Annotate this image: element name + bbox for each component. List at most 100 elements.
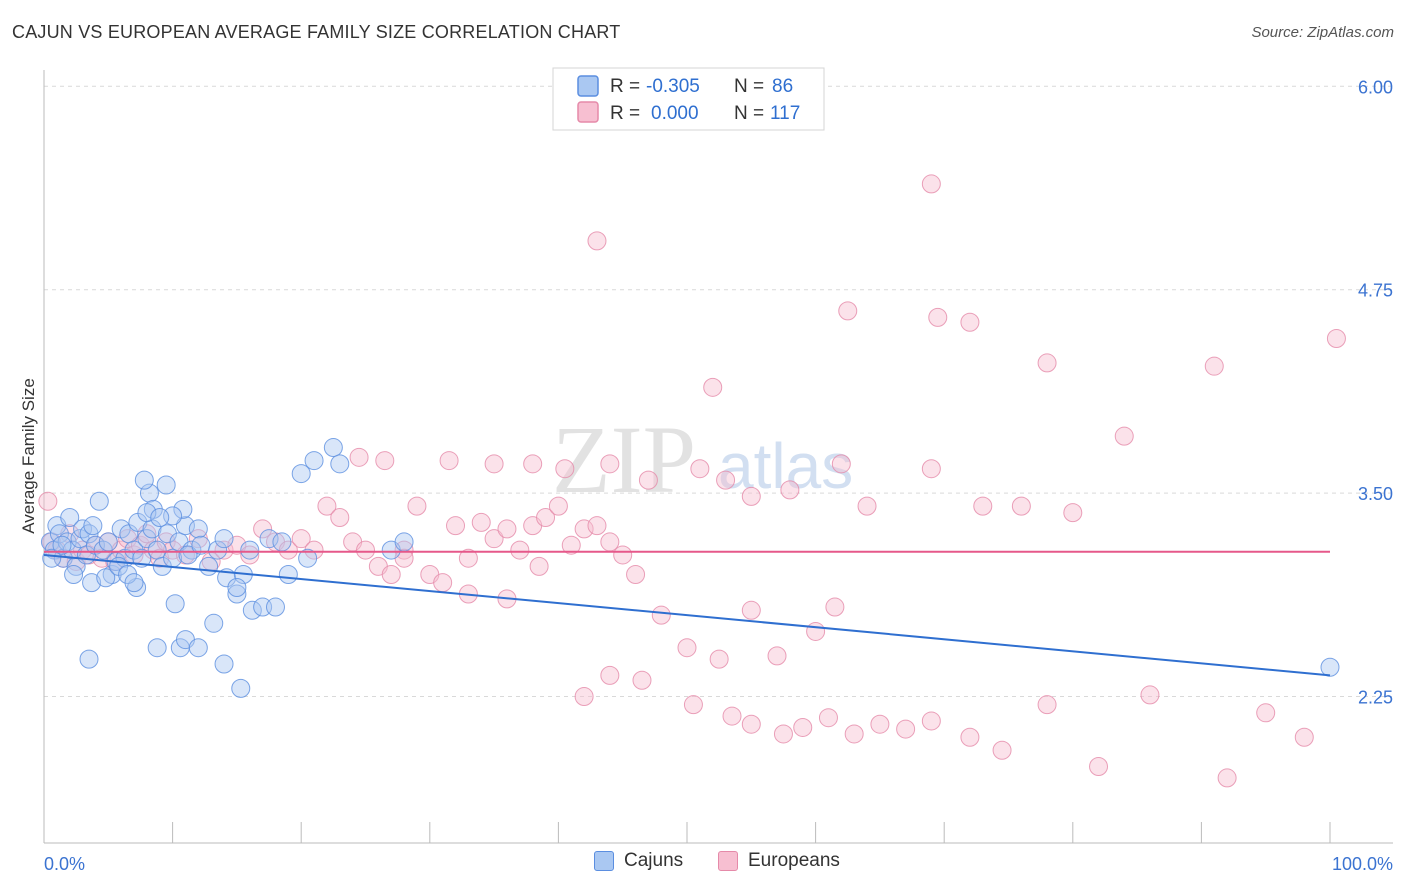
legend-swatch-europeans-bottom [718, 851, 738, 871]
europeans-point-78 [1037, 353, 1057, 373]
europeans-point-34 [356, 540, 375, 560]
cajuns-point-75 [323, 438, 343, 458]
europeans-point-71 [1011, 496, 1031, 516]
x-tick-label-min: 0.0% [44, 854, 85, 874]
europeans-point-63 [690, 459, 710, 479]
europeans-point-41 [446, 516, 466, 536]
europeans-point-51 [574, 519, 594, 539]
europeans-point-86 [709, 649, 729, 669]
europeans-point-99 [844, 724, 864, 744]
source-credit: Source: ZipAtlas.com [1251, 24, 1394, 41]
europeans-point-93 [683, 695, 703, 715]
europeans-point-116 [38, 491, 58, 511]
europeans-point-32 [330, 508, 350, 528]
cajuns-point-83 [134, 470, 154, 490]
europeans-point-49 [548, 496, 568, 516]
trend-lines [43, 550, 1331, 677]
europeans-point-91 [574, 687, 594, 707]
europeans-point-74 [703, 377, 723, 397]
watermark-atlas: atlas [718, 430, 853, 502]
legend-label-cajuns: Cajuns [624, 850, 684, 871]
cajuns-point-82 [150, 508, 170, 528]
europeans-point-55 [349, 447, 369, 467]
europeans-point-40 [433, 573, 453, 593]
europeans-point-59 [523, 454, 543, 474]
legend-n-label-europeans: N = [734, 103, 764, 124]
europeans-point-84 [651, 605, 671, 625]
cajuns-point-23 [124, 540, 144, 560]
cajuns-point-45 [156, 475, 176, 495]
europeans-point-66 [780, 480, 800, 500]
europeans-point-52 [587, 516, 607, 536]
cajuns-points [40, 438, 1340, 698]
europeans-point-79 [838, 301, 858, 321]
europeans-point-75 [921, 174, 941, 194]
cajuns-point-42 [127, 578, 147, 598]
cajuns-point-10 [73, 519, 93, 539]
europeans-point-69 [921, 459, 941, 479]
cajuns-point-70 [240, 540, 260, 560]
chart-title: CAJUN VS EUROPEAN AVERAGE FAMILY SIZE CO… [12, 22, 621, 42]
europeans-point-96 [773, 724, 793, 744]
cajuns-point-52 [227, 584, 247, 604]
legend-item-cajuns: Cajuns [594, 850, 683, 872]
cajuns-point-47 [178, 545, 198, 565]
legend-n-value-cajuns: 86 [772, 76, 793, 97]
europeans-point-48 [536, 508, 556, 528]
y-tick-label-0: 2.25 [1358, 688, 1393, 708]
europeans-point-92 [632, 670, 652, 690]
europeans-point-46 [510, 540, 530, 560]
europeans-point-94 [722, 706, 742, 726]
europeans-point-45 [497, 519, 517, 539]
europeans-point-29 [291, 529, 311, 549]
europeans-point-77 [928, 307, 948, 327]
cajuns-point-56 [265, 597, 285, 617]
legend-r-value-cajuns: -0.305 [646, 76, 700, 97]
europeans-points [38, 174, 1346, 788]
watermark-zip: ZIP [552, 406, 696, 513]
europeans-point-95 [741, 714, 761, 734]
europeans-point-80 [1204, 356, 1224, 376]
europeans-point-110 [1294, 727, 1314, 747]
cajuns-point-50 [208, 540, 228, 560]
europeans-point-50 [561, 535, 581, 555]
europeans-point-76 [960, 312, 980, 332]
europeans-point-81 [1326, 329, 1346, 349]
cajuns-point-79 [79, 649, 99, 669]
europeans-point-58 [484, 454, 504, 474]
europeans-point-25 [240, 545, 260, 565]
cajuns-point-61 [147, 638, 167, 658]
x-tick-label-max: 100.0% [1332, 854, 1393, 874]
europeans-point-42 [458, 548, 478, 568]
y-tick-label-3: 6.00 [1358, 77, 1393, 97]
cajuns-point-60 [124, 573, 144, 593]
cajuns-point-40 [96, 568, 116, 588]
y-tick-label-1: 3.50 [1358, 484, 1393, 504]
europeans-point-73 [587, 231, 607, 251]
europeans-point-36 [381, 564, 401, 584]
legend-r-label-europeans: R = [610, 103, 640, 124]
europeans-point-61 [600, 454, 620, 474]
cajuns-point-36 [42, 548, 62, 568]
europeans-point-57 [439, 451, 459, 471]
europeans-point-88 [767, 646, 787, 666]
cajuns-point-49 [199, 556, 219, 576]
cajuns-point-3 [49, 524, 69, 544]
legend-n-label-cajuns: N = [734, 76, 764, 97]
legend-swatch-europeans [577, 101, 599, 123]
legend-swatch-cajuns-bottom [594, 851, 614, 871]
cajuns-point-71 [259, 529, 279, 549]
europeans-point-64 [716, 470, 736, 490]
europeans-point-31 [317, 496, 337, 516]
y-tick-label-2: 4.75 [1358, 281, 1393, 301]
legend-r-value-europeans: 0.000 [651, 103, 699, 124]
y-tick-labels: 2.25 3.50 4.75 6.00 [1358, 77, 1393, 707]
europeans-point-106 [1089, 757, 1109, 777]
cajuns-point-69 [227, 578, 247, 598]
cajuns-point-73 [291, 464, 311, 484]
legend-r-label-cajuns: R = [610, 76, 640, 97]
cajuns-point-7 [62, 540, 82, 560]
europeans-point-44 [484, 529, 504, 549]
europeans-point-43 [471, 512, 491, 532]
